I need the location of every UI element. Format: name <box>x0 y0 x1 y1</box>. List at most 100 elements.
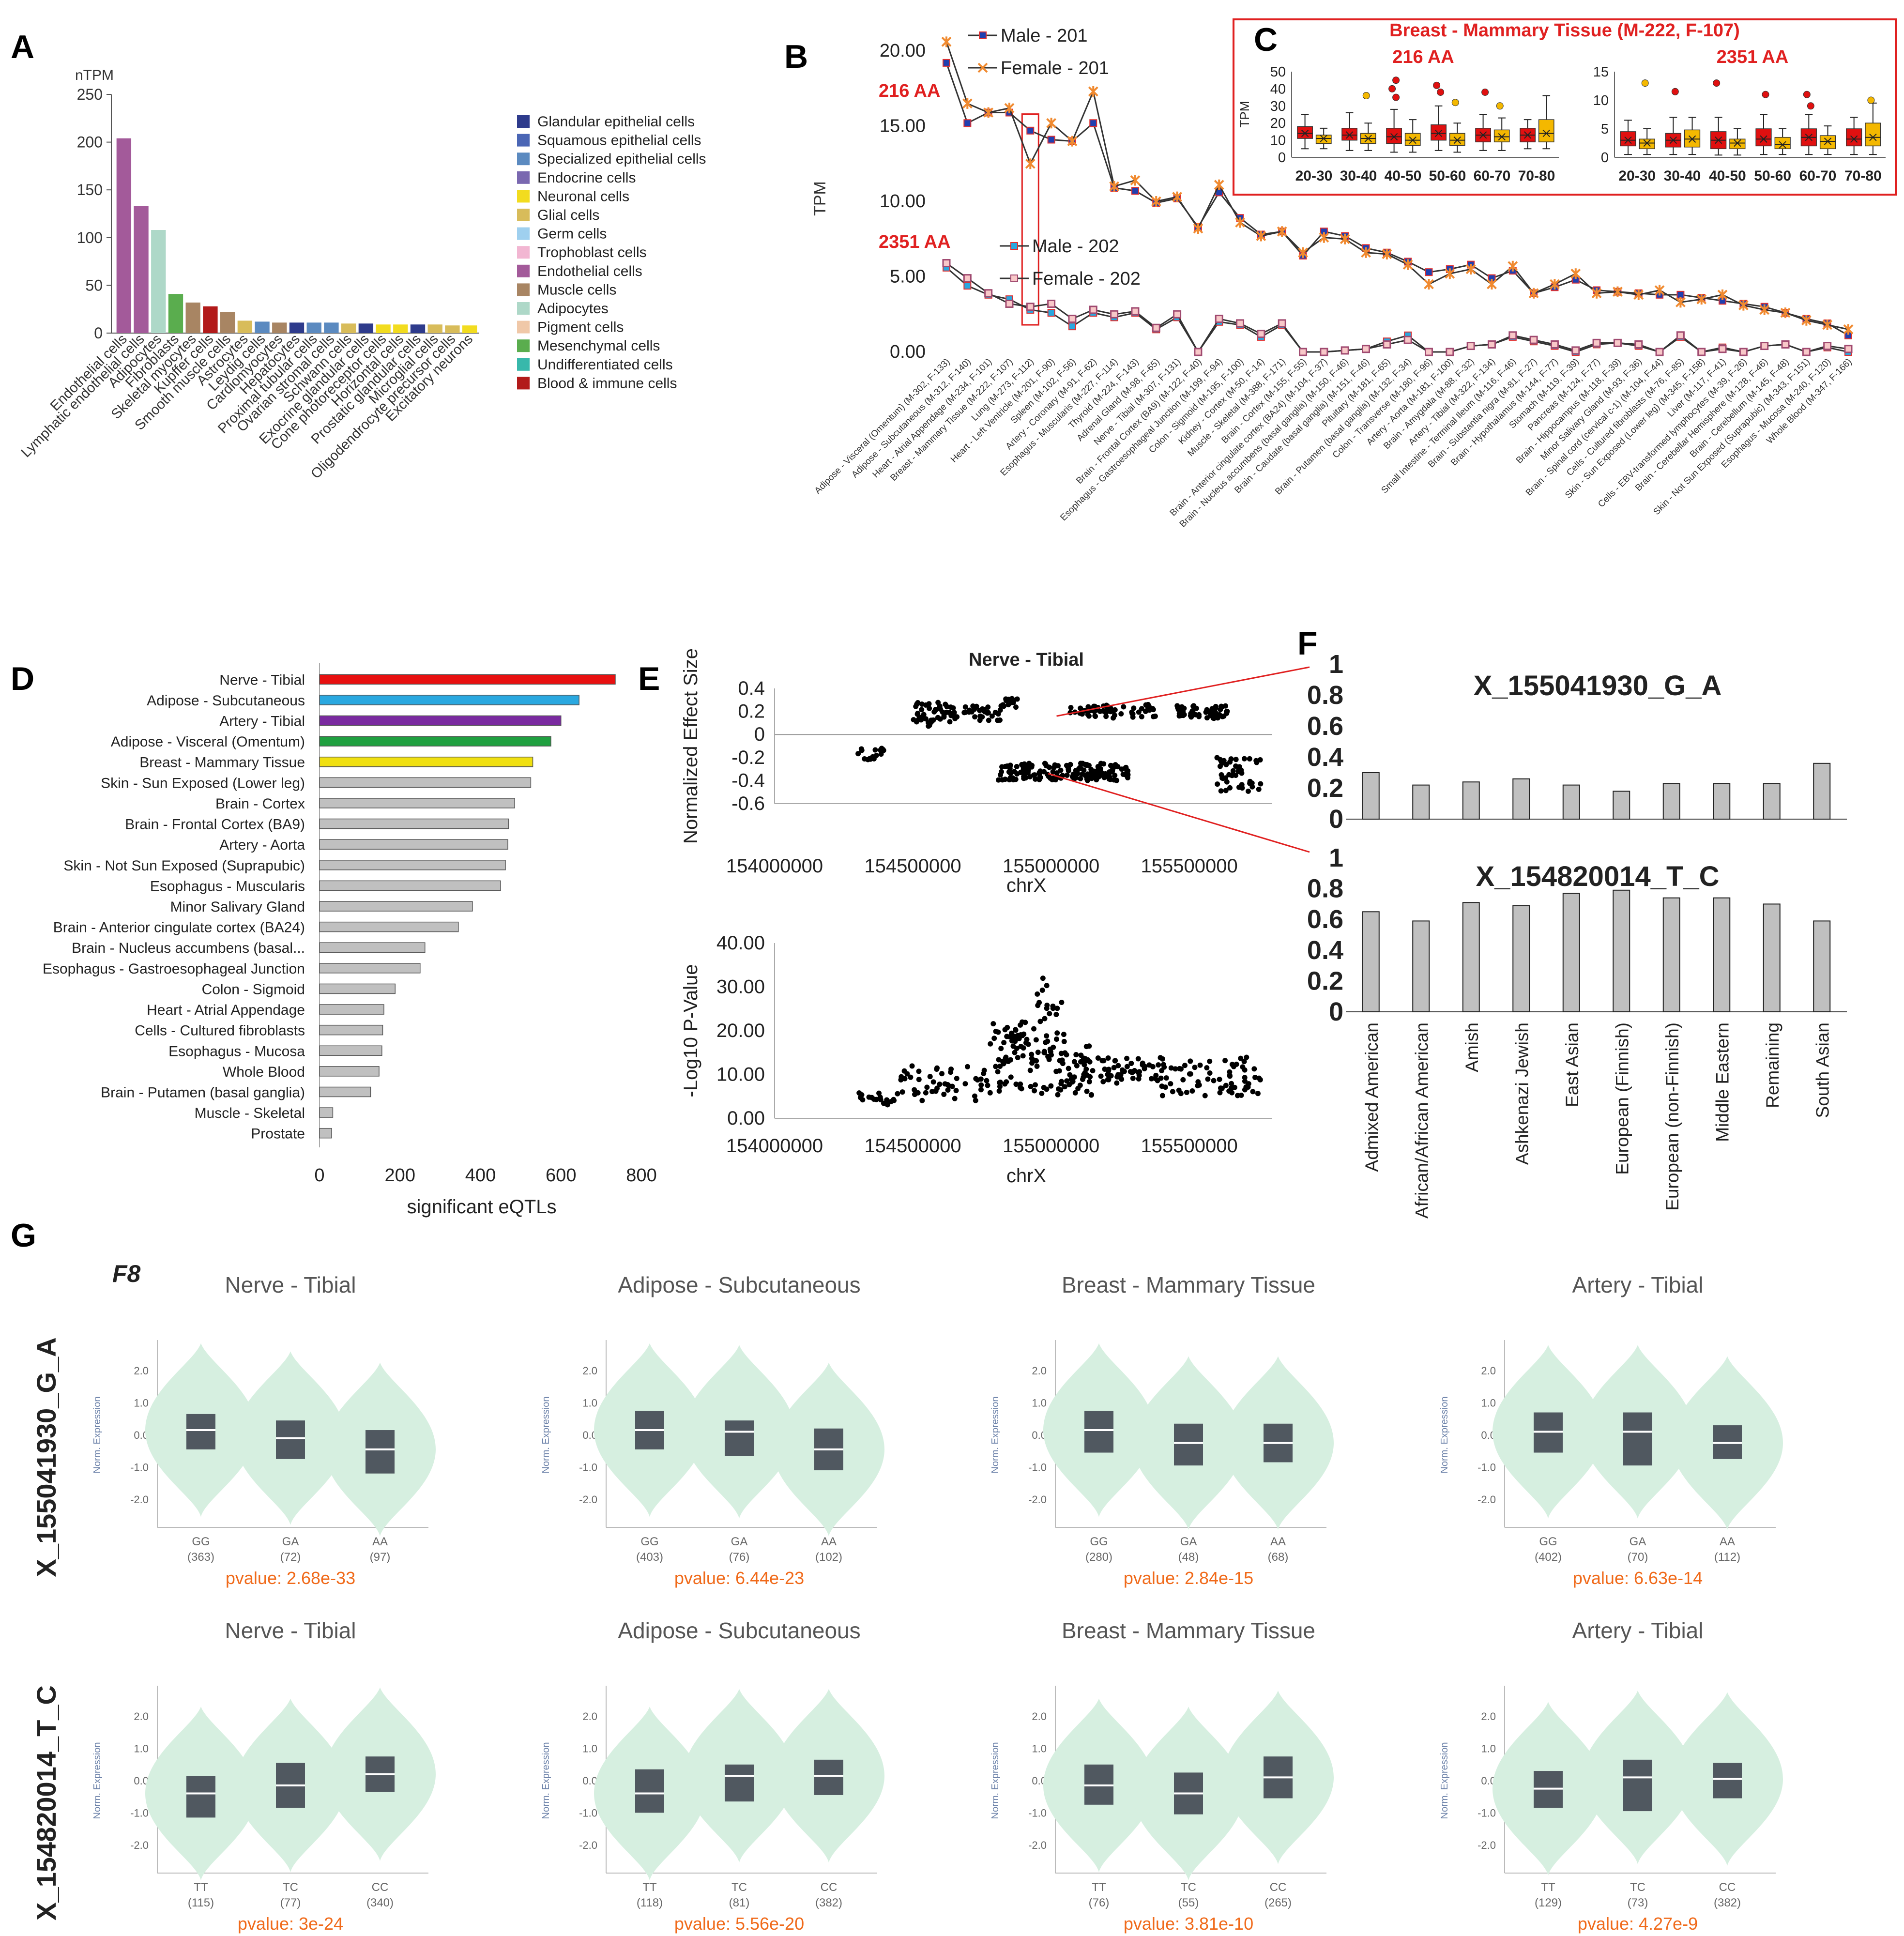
scatter-point <box>1033 1037 1039 1043</box>
scatter-point <box>1054 1006 1060 1011</box>
annotation-2351aa: 2351 AA <box>879 232 951 252</box>
bar <box>376 324 391 333</box>
mean-marker <box>1643 139 1651 147</box>
scatter-point <box>984 1078 990 1083</box>
data-point <box>1633 289 1644 300</box>
scatter-point <box>868 756 873 762</box>
data-point <box>1067 136 1078 147</box>
scatter-point <box>973 1098 978 1103</box>
scatter-point <box>1130 711 1136 717</box>
scatter-point <box>995 1069 1001 1075</box>
data-point <box>1718 345 1727 353</box>
mean-marker <box>1390 133 1398 141</box>
x-tick-label: Remaining <box>1763 1022 1782 1108</box>
y-tick-label: 1.0 <box>582 1397 597 1409</box>
legend-swatch <box>517 227 530 240</box>
scatter-point <box>1228 756 1234 762</box>
scatter-point <box>1059 1079 1065 1084</box>
scatter-point <box>1118 711 1124 717</box>
scatter-point <box>1207 712 1213 718</box>
scatter-point <box>904 1071 910 1077</box>
scatter-point <box>1021 776 1027 781</box>
scatter-point <box>1159 1056 1165 1062</box>
data-point <box>1068 315 1077 323</box>
data-point <box>1256 230 1266 242</box>
scatter-point <box>1178 1066 1184 1072</box>
scatter-point <box>1253 758 1259 763</box>
data-point <box>1151 196 1161 207</box>
scatter-point <box>1159 1068 1165 1074</box>
data-point <box>1046 118 1057 129</box>
data-point <box>1781 340 1790 349</box>
y-tick-label: 1.0 <box>134 1743 149 1755</box>
x-tick-label: 30-40 <box>1340 168 1377 184</box>
genotype-label: CC <box>1719 1881 1736 1894</box>
data-point <box>1214 179 1224 190</box>
data-point <box>1382 248 1392 259</box>
data-point <box>1340 233 1350 244</box>
mean-marker <box>1479 131 1487 139</box>
scatter-point <box>1028 1083 1034 1089</box>
sample-count: (70) <box>1628 1551 1648 1564</box>
scatter-point <box>1088 1092 1094 1098</box>
scatter-point <box>1041 1084 1047 1090</box>
scatter-point <box>1055 763 1061 769</box>
y-tick-label: -1.0 <box>1028 1461 1047 1473</box>
scatter-point <box>1112 1058 1118 1064</box>
legend-label: Mesenchymal cells <box>537 338 660 354</box>
scatter-point <box>1130 1069 1136 1075</box>
data-point <box>1759 304 1770 315</box>
scatter-point <box>951 710 957 716</box>
scatter-point <box>1064 772 1070 778</box>
scatter-point <box>1050 1003 1056 1009</box>
x-tick-label: European (non-Finnish) <box>1662 1022 1682 1211</box>
scatter-point <box>997 717 1003 723</box>
panel-e-chart: Nerve - Tibial 0.40.20-0.2-0.4-0.6 1540000… <box>680 648 1310 1187</box>
plot-title: Artery - Tibial <box>1572 1272 1704 1297</box>
y-tick-label: -2.0 <box>130 1494 149 1506</box>
panel-g-chart: F8 X_155041930_G_A Nerve - Tibial Norm. Exp… <box>31 1260 1783 1934</box>
scatter-point <box>1012 1050 1018 1055</box>
scatter-point <box>1131 705 1137 711</box>
scatter-point <box>1083 1058 1089 1064</box>
y-tick-label: 0 <box>1329 997 1343 1026</box>
y-tick-label: -2.0 <box>1478 1494 1496 1506</box>
mean-marker <box>1714 136 1722 144</box>
scatter-point <box>1139 714 1144 719</box>
scatter-point <box>1061 1038 1067 1044</box>
bar <box>1512 778 1530 820</box>
scatter-point <box>1097 708 1103 714</box>
scatter-point <box>1048 1052 1054 1058</box>
scatter-point <box>1197 1062 1203 1068</box>
bar <box>237 320 253 333</box>
bar <box>319 942 426 953</box>
scatter-point <box>1013 1027 1019 1033</box>
scatter-point <box>1234 1061 1239 1067</box>
x-tick-label: 70-80 <box>1844 168 1882 184</box>
scatter-point <box>997 1083 1003 1089</box>
bar <box>1713 897 1731 1013</box>
sample-count: (403) <box>636 1551 663 1564</box>
scatter-point <box>1230 768 1236 774</box>
scatter-point <box>1101 1058 1107 1064</box>
data-point <box>1739 348 1748 356</box>
data-point <box>1801 315 1812 326</box>
x-tick-label: 40-50 <box>1385 168 1422 184</box>
scatter-point <box>978 1082 984 1088</box>
y-tick-label: 0.6 <box>1307 905 1343 934</box>
sample-count: (55) <box>1178 1896 1199 1909</box>
scatter-point <box>884 1102 890 1108</box>
data-point <box>943 59 950 67</box>
scatter-point <box>1078 776 1083 781</box>
scatter-point <box>1114 1080 1120 1086</box>
y-tick-label: Muscle - Skeletal <box>195 1105 305 1121</box>
y-tick-label: 0.8 <box>1307 681 1343 710</box>
data-point <box>1383 340 1391 349</box>
scatter-point <box>1160 1062 1166 1067</box>
genotype-label: TC <box>731 1881 747 1894</box>
scatter-point <box>1000 1058 1005 1064</box>
data-point <box>1110 310 1119 319</box>
y-tick-label: 30.00 <box>716 976 765 998</box>
y-tick-label: 20.00 <box>880 41 926 61</box>
y-tick-label: 20.00 <box>716 1020 765 1041</box>
